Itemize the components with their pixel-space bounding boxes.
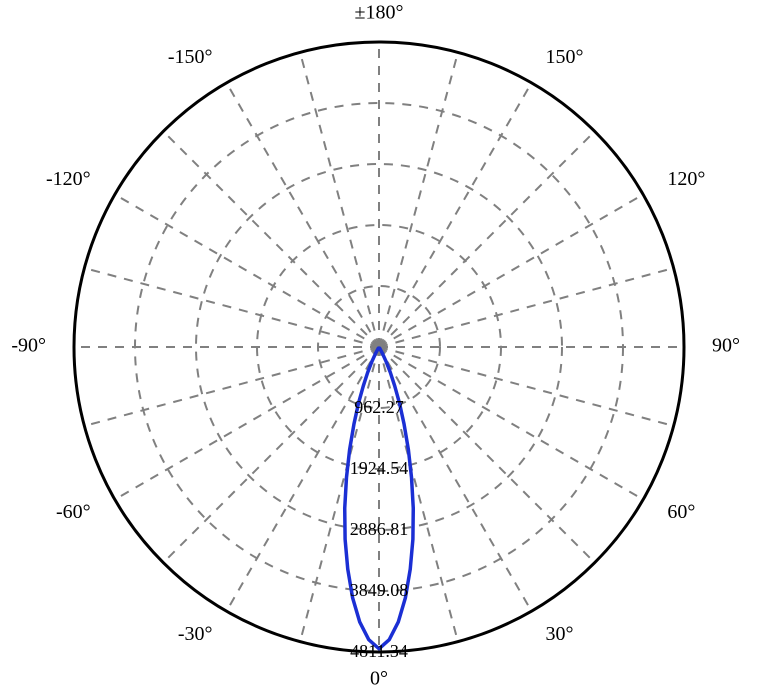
angle-label: 90° [712,335,740,357]
ring-label: 4811.34 [350,641,408,661]
ring-label: 3849.08 [350,580,409,600]
ring-label: 1924.54 [350,458,409,478]
angle-label: 0° [370,668,388,690]
angle-label: ±180° [355,2,404,24]
angle-label: 30° [546,623,574,645]
angle-label: 150° [546,46,584,68]
angle-label: -120° [46,168,91,190]
angle-label: 120° [667,168,705,190]
angle-label: -150° [168,46,213,68]
angle-label: -60° [56,501,91,523]
angle-label: -30° [178,623,213,645]
polar-chart-svg: 962.27 1924.54 2886.81 3849.08 4811.34 0° 30° 6… [0,0,759,694]
ring-label: 962.27 [354,397,404,417]
ring-label: 2886.81 [350,519,409,539]
polar-chart: 962.27 1924.54 2886.81 3849.08 4811.34 0° 30° 6… [0,0,759,694]
angle-label: 60° [667,501,695,523]
angle-label: -90° [11,335,46,357]
